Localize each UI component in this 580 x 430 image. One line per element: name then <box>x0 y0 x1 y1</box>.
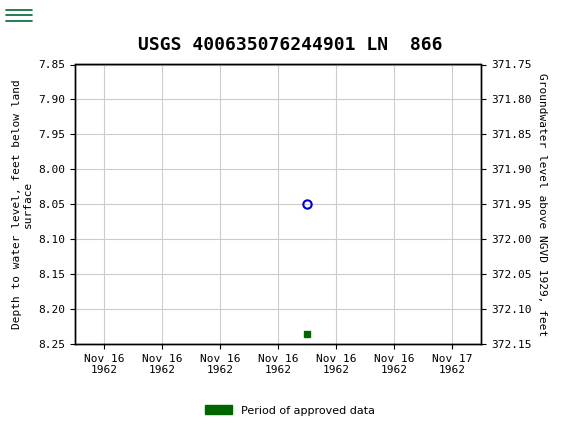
FancyBboxPatch shape <box>3 3 78 30</box>
Text: USGS: USGS <box>36 9 78 23</box>
Text: ≡: ≡ <box>5 6 21 26</box>
Bar <box>3 3 32 30</box>
Y-axis label: Groundwater level above NGVD 1929, feet: Groundwater level above NGVD 1929, feet <box>537 73 547 336</box>
Legend: Period of approved data: Period of approved data <box>200 401 380 420</box>
Text: USGS 400635076244901 LN  866: USGS 400635076244901 LN 866 <box>138 36 442 54</box>
Text: USGS: USGS <box>20 9 67 24</box>
Y-axis label: Depth to water level, feet below land
surface: Depth to water level, feet below land su… <box>12 80 33 329</box>
